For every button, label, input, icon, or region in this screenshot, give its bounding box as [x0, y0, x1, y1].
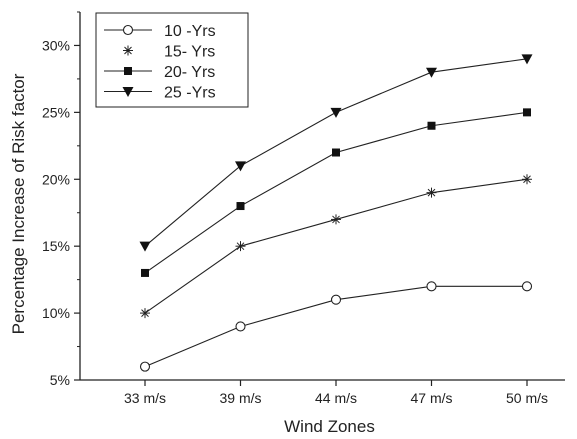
legend: 10 -Yrs 15- Yrs 20- Yrs 25 -Yrs [95, 12, 249, 108]
point-marker [331, 214, 341, 225]
point-marker [140, 308, 150, 319]
y-tick-label: 20% [42, 171, 70, 187]
x-tick-label: 33 m/s [124, 390, 166, 406]
point-marker [330, 107, 342, 118]
x-tick-label: 39 m/s [219, 390, 261, 406]
asterisk-stroke [427, 188, 436, 197]
point-marker [427, 121, 436, 130]
point-marker [426, 187, 437, 198]
series-layer [139, 54, 533, 372]
point-marker [522, 174, 532, 185]
y-axis-title: Percentage Increase of Risk factor [9, 73, 28, 334]
point-marker [124, 67, 132, 75]
asterisk-stroke [332, 215, 340, 224]
point-marker [330, 294, 342, 305]
asterisk-stroke [236, 242, 245, 251]
point-marker [123, 45, 133, 56]
series-1 [139, 281, 533, 372]
asterisk-stroke [141, 309, 149, 317]
point-marker [426, 67, 437, 78]
series-line [144, 111, 528, 274]
asterisk-stroke [124, 46, 132, 55]
x-axis-ticks: 33 m/s 39 m/s 44 m/s 47 m/s 50 m/s [124, 380, 548, 406]
legend-label: 25 -Yrs [164, 85, 216, 102]
y-tick-label: 5% [50, 372, 70, 388]
series-4 [139, 54, 533, 252]
y-axis-ticks: 5% 10% 15% 20% 25% 30% [42, 11, 80, 388]
point-marker [521, 54, 533, 65]
y-tick-label: 30% [42, 37, 70, 53]
y-tick-label: 15% [42, 238, 70, 254]
plot-frame [79, 12, 565, 381]
point-marker [235, 241, 246, 252]
legend-item: 20- Yrs [104, 64, 215, 81]
point-marker [332, 148, 340, 157]
point-marker [426, 281, 437, 292]
series-line [144, 178, 528, 314]
x-axis-title: Wind Zones [284, 417, 375, 436]
legend-label: 20- Yrs [164, 64, 215, 81]
x-tick-label: 50 m/s [506, 390, 548, 406]
y-tick-label: 25% [42, 104, 70, 120]
legend-label: 15- Yrs [164, 44, 215, 61]
point-marker [521, 281, 533, 292]
point-marker [141, 268, 149, 277]
point-marker [122, 24, 134, 36]
x-tick-label: 47 m/s [410, 390, 452, 406]
legend-label: 10 -Yrs [164, 23, 216, 40]
legend-item: 15- Yrs [123, 44, 215, 61]
x-tick-label: 44 m/s [315, 390, 357, 406]
point-marker [139, 361, 151, 372]
legend-item: 25 -Yrs [104, 85, 216, 102]
asterisk-stroke [523, 175, 531, 184]
point-marker [235, 321, 246, 332]
series-3 [141, 108, 531, 277]
y-tick-label: 10% [42, 305, 70, 321]
point-marker [235, 161, 246, 172]
point-marker [523, 108, 531, 117]
point-marker [139, 241, 151, 252]
legend-item: 10 -Yrs [104, 23, 216, 40]
series-2 [140, 174, 532, 319]
point-marker [122, 87, 134, 97]
point-marker [236, 202, 245, 211]
